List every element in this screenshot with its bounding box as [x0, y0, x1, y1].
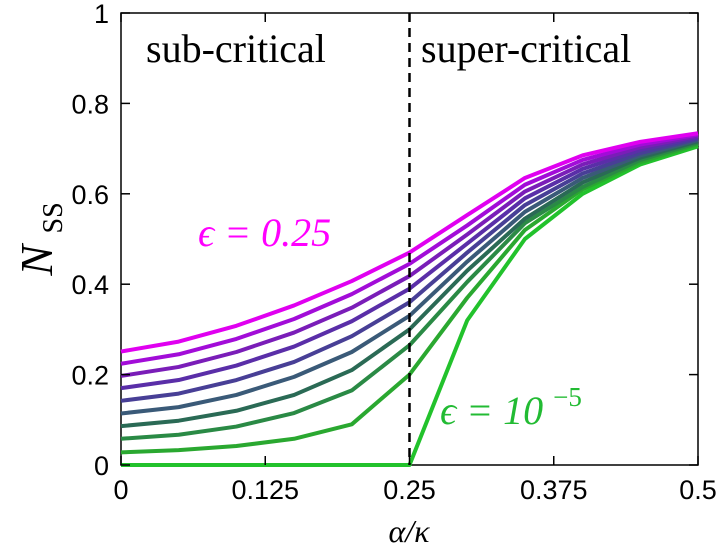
annotation-epsilon-bottom-exponent: −5	[553, 382, 582, 412]
x-tick-label-4: 0.5	[679, 475, 717, 505]
y-axis-label-subscript: SS	[38, 202, 69, 233]
annotation-epsilon-top-text: ϵ = 0.25	[198, 210, 331, 255]
y-tick-label-4: 0.8	[71, 89, 109, 119]
ticks-layer: 0 0.125 0.25 0.375 0.5 0 0.2 0.4 0.6 0.8 1	[71, 0, 716, 505]
x-tick-label-2: 0.25	[383, 475, 436, 505]
svg-text:N SS: N SS	[11, 202, 69, 276]
series-line-9	[120, 131, 699, 354]
y-tick-label-2: 0.4	[71, 270, 109, 300]
region-label-super-critical: super-critical	[421, 26, 631, 71]
region-label-sub-critical: sub-critical	[146, 26, 326, 71]
annotation-epsilon-top: ϵ = 0.25	[198, 210, 331, 255]
y-tick-label-3: 0.6	[71, 180, 109, 210]
x-axis-label: α/κ	[388, 513, 430, 544]
x-tick-label-0: 0	[113, 475, 128, 505]
y-axis-label: N SS	[11, 202, 69, 276]
x-tick-label-1: 0.125	[231, 475, 299, 505]
y-tick-label-1: 0.2	[71, 361, 109, 391]
y-tick-label-0: 0	[94, 451, 109, 481]
x-tick-label-3: 0.375	[520, 475, 588, 505]
y-tick-label-5: 1	[94, 0, 109, 29]
annotation-epsilon-bottom-text: ϵ = 10	[440, 388, 543, 433]
series-line-8	[120, 132, 699, 366]
y-axis-label-main: N	[11, 243, 62, 277]
series-layer	[120, 131, 699, 467]
annotation-epsilon-bottom: ϵ = 10 −5	[440, 382, 582, 433]
